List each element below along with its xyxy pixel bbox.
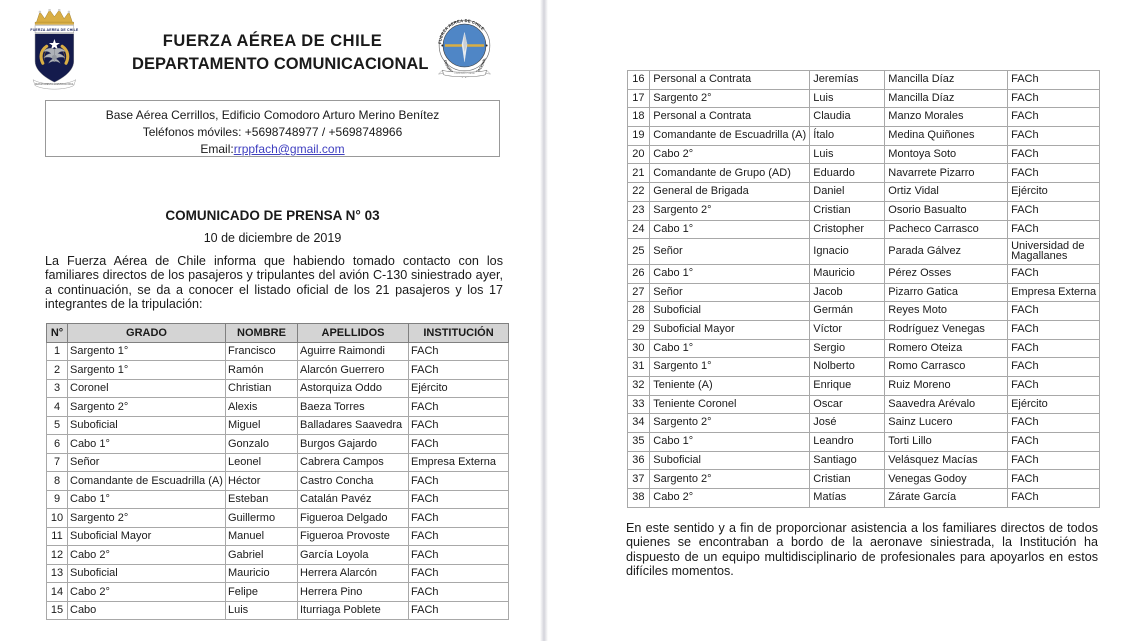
svg-text:FUERZA AEREA DE CHILE: FUERZA AEREA DE CHILE (30, 28, 78, 32)
svg-text:DEPARTAMENTO COMUNICACIONAL: DEPARTAMENTO COMUNICACIONAL (35, 83, 75, 86)
svg-text:COMPROMISO Y LEALTAD: COMPROMISO Y LEALTAD (454, 72, 476, 75)
